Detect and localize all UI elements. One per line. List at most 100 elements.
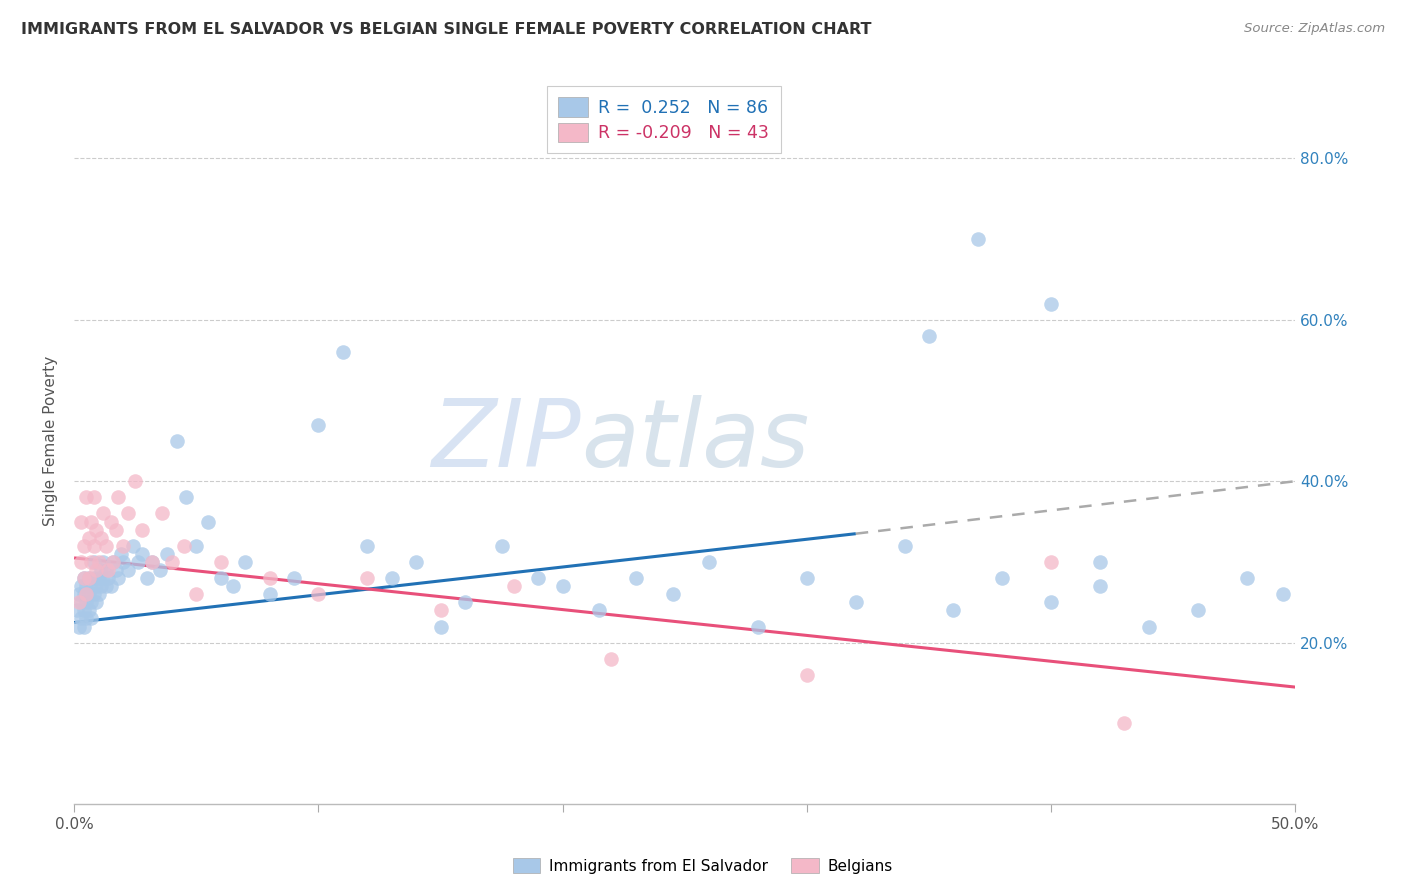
Point <box>1040 595 1063 609</box>
Point <box>83 571 105 585</box>
Point <box>73 619 96 633</box>
Point <box>75 611 97 625</box>
Point <box>918 329 941 343</box>
Point <box>111 539 134 553</box>
Point <box>307 417 329 432</box>
Point <box>87 555 110 569</box>
Point <box>356 571 378 585</box>
Point <box>356 539 378 553</box>
Point <box>429 603 451 617</box>
Point <box>70 555 93 569</box>
Point <box>233 555 256 569</box>
Point <box>90 531 112 545</box>
Legend: Immigrants from El Salvador, Belgians: Immigrants from El Salvador, Belgians <box>506 852 900 880</box>
Point <box>94 563 117 577</box>
Point <box>65 603 87 617</box>
Point <box>141 555 163 569</box>
Point <box>136 571 159 585</box>
Point <box>117 563 139 577</box>
Point <box>77 587 100 601</box>
Point <box>197 515 219 529</box>
Point <box>80 595 103 609</box>
Point <box>661 587 683 601</box>
Point <box>80 555 103 569</box>
Point <box>166 434 188 448</box>
Point <box>405 555 427 569</box>
Point <box>75 491 97 505</box>
Point <box>209 555 232 569</box>
Point <box>186 587 208 601</box>
Point <box>97 563 120 577</box>
Point <box>77 571 100 585</box>
Point <box>80 611 103 625</box>
Point <box>94 579 117 593</box>
Point <box>80 515 103 529</box>
Point <box>93 507 115 521</box>
Point <box>73 571 96 585</box>
Point <box>160 555 183 569</box>
Point <box>845 595 868 609</box>
Point <box>1040 555 1063 569</box>
Point <box>259 571 281 585</box>
Point <box>1272 587 1295 601</box>
Point <box>942 603 965 617</box>
Point <box>84 579 107 593</box>
Text: Source: ZipAtlas.com: Source: ZipAtlas.com <box>1244 22 1385 36</box>
Point <box>796 571 818 585</box>
Point <box>84 563 107 577</box>
Point <box>502 579 524 593</box>
Point <box>332 345 354 359</box>
Point <box>967 232 990 246</box>
Point <box>283 571 305 585</box>
Point <box>107 491 129 505</box>
Point <box>70 611 93 625</box>
Point <box>624 571 647 585</box>
Point <box>107 571 129 585</box>
Point <box>141 555 163 569</box>
Point <box>747 619 769 633</box>
Point <box>90 563 112 577</box>
Point <box>77 571 100 585</box>
Point <box>893 539 915 553</box>
Text: atlas: atlas <box>581 395 810 486</box>
Point <box>77 603 100 617</box>
Point <box>87 587 110 601</box>
Point <box>70 595 93 609</box>
Point <box>527 571 550 585</box>
Point <box>80 579 103 593</box>
Point <box>111 555 134 569</box>
Point <box>67 595 90 609</box>
Point <box>991 571 1014 585</box>
Point <box>176 491 198 505</box>
Point <box>101 555 124 569</box>
Point <box>75 595 97 609</box>
Point <box>75 587 97 601</box>
Point <box>83 555 105 569</box>
Point <box>1187 603 1209 617</box>
Point <box>796 668 818 682</box>
Point <box>600 652 623 666</box>
Point <box>1137 619 1160 633</box>
Point <box>97 571 120 585</box>
Text: ZIP: ZIP <box>432 395 581 486</box>
Point <box>77 531 100 545</box>
Point <box>73 571 96 585</box>
Point <box>67 619 90 633</box>
Point <box>127 555 149 569</box>
Point <box>1088 579 1111 593</box>
Point <box>222 579 245 593</box>
Point <box>100 579 122 593</box>
Point <box>186 539 208 553</box>
Point <box>94 539 117 553</box>
Point <box>90 579 112 593</box>
Point <box>87 571 110 585</box>
Point <box>73 587 96 601</box>
Point <box>131 547 153 561</box>
Point <box>156 547 179 561</box>
Point <box>307 587 329 601</box>
Point <box>259 587 281 601</box>
Point <box>173 539 195 553</box>
Point <box>70 579 93 593</box>
Point <box>588 603 610 617</box>
Point <box>131 523 153 537</box>
